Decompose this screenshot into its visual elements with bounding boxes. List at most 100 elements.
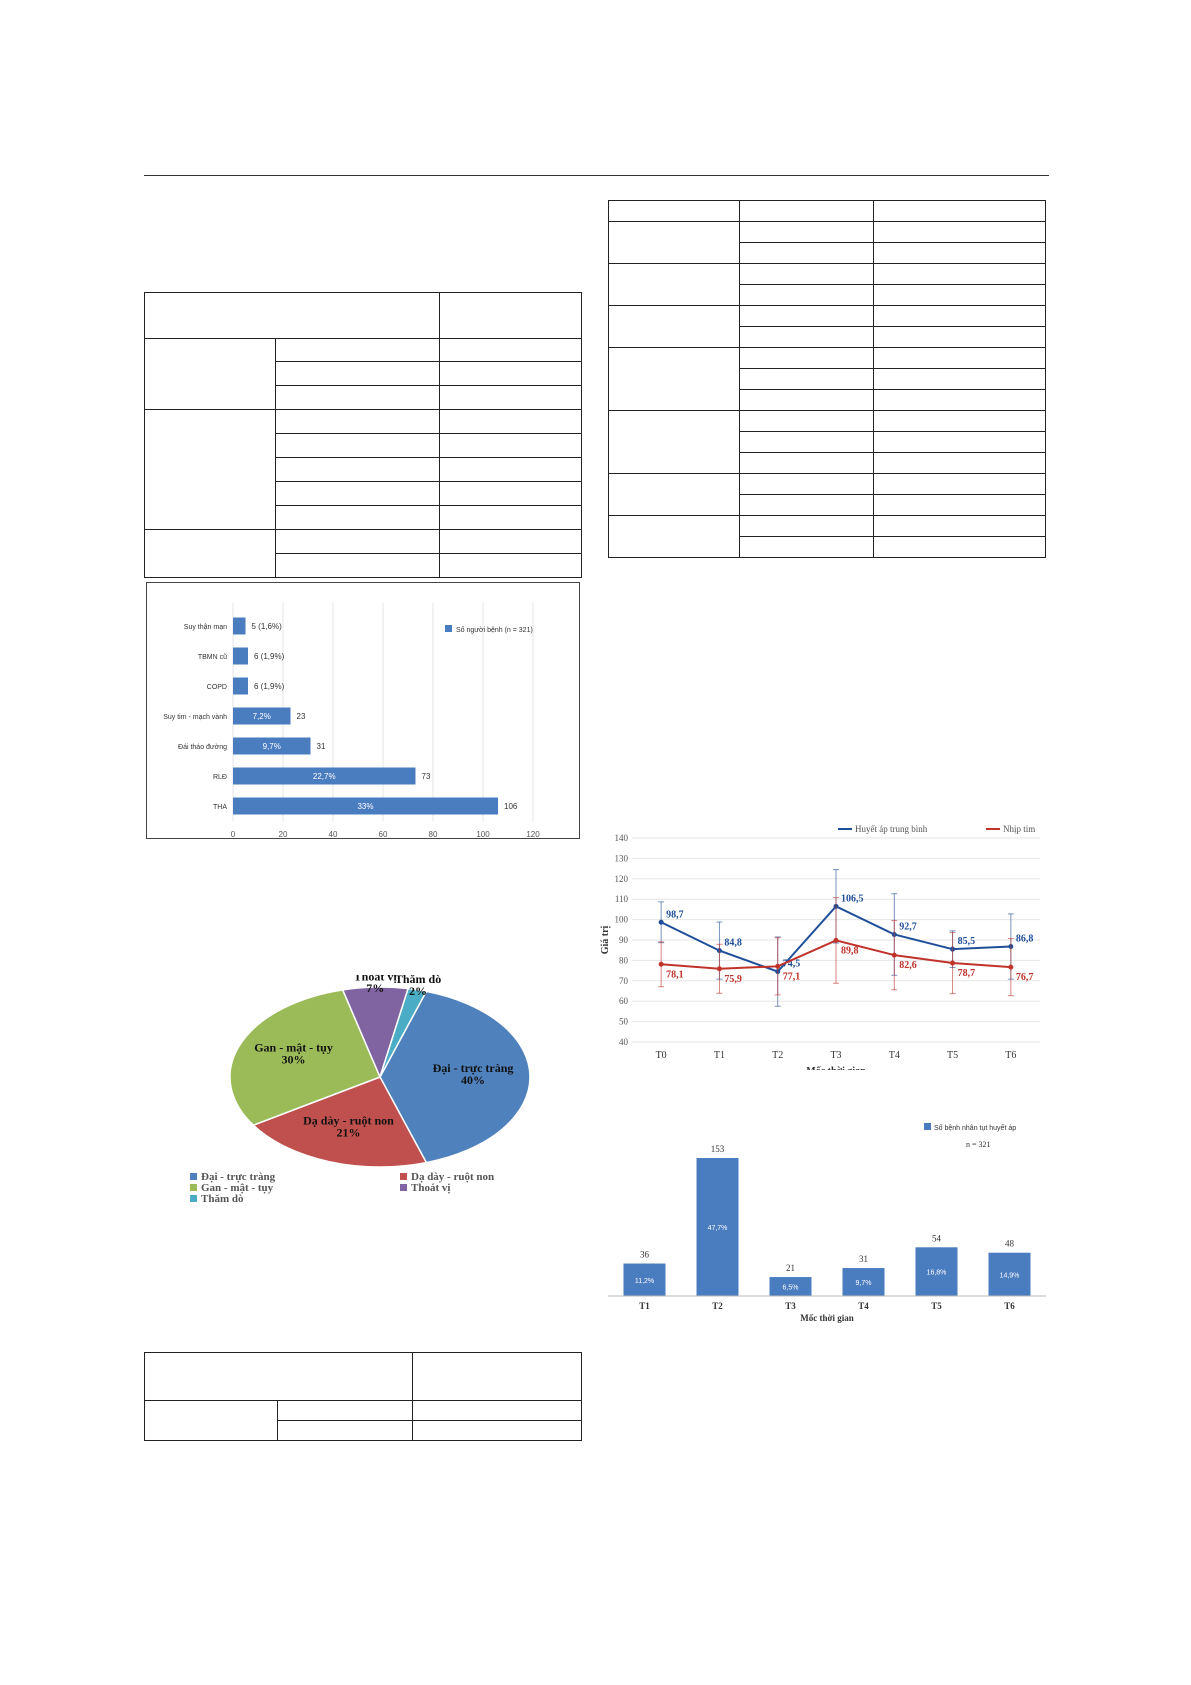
data-point bbox=[658, 919, 664, 925]
y-tick-label: 40 bbox=[619, 1037, 629, 1047]
category-label: T1 bbox=[639, 1301, 650, 1311]
legend-label: Số bệnh nhân tụt huyết áp bbox=[934, 1123, 1016, 1132]
data-point bbox=[658, 961, 664, 967]
category-label: T6 bbox=[1004, 1301, 1015, 1311]
legend-label: Số người bệnh (n = 321) bbox=[456, 625, 533, 634]
legend-label: Nhịp tim bbox=[1003, 824, 1035, 834]
legend-swatch bbox=[924, 1123, 931, 1130]
x-axis-title: Mốc thời gian bbox=[800, 1313, 853, 1323]
data-label: 98,7 bbox=[666, 909, 684, 920]
data-label: 86,8 bbox=[1016, 934, 1034, 945]
data-point bbox=[1008, 964, 1014, 970]
pie-legend-label: Đại - trực tràng bbox=[201, 1171, 276, 1183]
category-label: COPD bbox=[207, 684, 227, 691]
category-label: T4 bbox=[858, 1301, 869, 1311]
pie-slice-label: Thăm dò 2% bbox=[395, 975, 441, 998]
pie-slice-2 bbox=[229, 988, 381, 1127]
bar-0 bbox=[623, 1263, 666, 1296]
pie-legend-label: Gan - mật - tụy bbox=[201, 1182, 274, 1194]
bar-value-label: 48 bbox=[1005, 1239, 1015, 1249]
bar-0 bbox=[233, 617, 246, 635]
bar-pct-label: 33% bbox=[357, 802, 373, 811]
pie-slice-1 bbox=[251, 1076, 428, 1168]
category-label: T3 bbox=[785, 1301, 796, 1311]
bar-1 bbox=[696, 1158, 739, 1296]
bar-3 bbox=[842, 1268, 885, 1296]
bar-pct-label: 6,5% bbox=[783, 1285, 799, 1292]
bottom-left-table bbox=[144, 1352, 582, 1441]
data-label: 89,8 bbox=[841, 945, 859, 956]
bar-1 bbox=[233, 647, 248, 665]
y-tick-label: 110 bbox=[615, 894, 629, 904]
bar-value-label: 106 bbox=[504, 802, 518, 811]
bar-pct-label: 9,7% bbox=[856, 1280, 872, 1287]
y-tick-label: 140 bbox=[615, 833, 629, 843]
bar-pct-label: 7,2% bbox=[253, 712, 271, 721]
pie-legend-swatch bbox=[190, 1195, 197, 1202]
bar-value-label: 23 bbox=[297, 712, 306, 721]
category-label: Đái tháo đường bbox=[178, 744, 227, 751]
x-tick-label: 60 bbox=[379, 830, 388, 838]
bar-value-label: 36 bbox=[640, 1250, 650, 1260]
category-label: Suy tim - mạch vành bbox=[163, 714, 227, 721]
x-tick-label: T4 bbox=[889, 1050, 900, 1061]
x-tick-label: T0 bbox=[656, 1050, 667, 1061]
pie-legend-label: Thăm dò bbox=[201, 1193, 244, 1205]
bar-pct-label: 22,7% bbox=[313, 772, 336, 781]
category-label: T2 bbox=[712, 1301, 723, 1311]
data-label: 92,7 bbox=[899, 921, 917, 932]
bar-pct-label: 11,2% bbox=[635, 1278, 654, 1285]
bar-value-label: 73 bbox=[422, 772, 431, 781]
data-point bbox=[775, 963, 781, 969]
data-point bbox=[833, 937, 839, 943]
bar-5 bbox=[988, 1252, 1031, 1296]
bar-4 bbox=[233, 737, 311, 755]
category-label: RLĐ bbox=[213, 774, 227, 781]
legend-label: Huyết áp trung bình bbox=[855, 824, 928, 834]
data-label: 75,9 bbox=[724, 974, 742, 985]
x-tick-label: T3 bbox=[830, 1050, 841, 1061]
pie-slice-label: Đại - trực tràng 40% bbox=[433, 1061, 514, 1087]
y-tick-label: 90 bbox=[619, 935, 629, 945]
y-tick-label: 70 bbox=[619, 976, 629, 986]
bar-value-label: 6 (1,9%) bbox=[254, 682, 285, 691]
pie-slice-label: Dạ dày - ruột non 21% bbox=[303, 1114, 394, 1140]
x-tick-label: 40 bbox=[329, 830, 338, 838]
x-tick-label: 100 bbox=[476, 830, 490, 838]
bar-5 bbox=[233, 767, 416, 785]
vitals-line-chart: 40 50 60 70 80 90 100 110 120 130 140 T0 T1 T2 T3 T4 T5 T… bbox=[600, 824, 1040, 1070]
data-label: 82,6 bbox=[899, 960, 917, 971]
bar-3 bbox=[233, 707, 291, 725]
y-tick-label: 130 bbox=[615, 853, 629, 863]
data-point bbox=[891, 952, 897, 958]
pie-legend-label: Dạ dày - ruột non bbox=[411, 1171, 494, 1183]
category-label: THA bbox=[213, 804, 227, 811]
y-axis-title: Giá trị bbox=[600, 925, 611, 954]
bar-pct-label: 47,7% bbox=[708, 1225, 728, 1232]
y-tick-label: 80 bbox=[619, 955, 629, 965]
bar-value-label: 31 bbox=[317, 742, 326, 751]
pie-legend-swatch bbox=[400, 1184, 407, 1191]
y-tick-label: 50 bbox=[619, 1017, 629, 1027]
data-label: 84,8 bbox=[724, 938, 742, 949]
data-label: 74,5 bbox=[783, 959, 801, 970]
category-label: TBMN cũ bbox=[198, 654, 227, 661]
data-label: 76,7 bbox=[1016, 972, 1034, 983]
comorbidity-chart-panel: 0 20 40 60 80 100 120 Suy thận mạn 5 (1,6%) TBMN … bbox=[146, 582, 580, 839]
x-tick-label: 20 bbox=[279, 830, 288, 838]
bar-2 bbox=[769, 1277, 812, 1296]
y-tick-label: 100 bbox=[615, 915, 629, 925]
x-axis-title: Mốc thời gian bbox=[806, 1066, 866, 1070]
bar-pct-label: 9,7% bbox=[263, 742, 281, 751]
pie-slice-4 bbox=[379, 987, 428, 1078]
x-tick-label: 0 bbox=[231, 830, 236, 838]
x-tick-label: T5 bbox=[947, 1050, 958, 1061]
pie-legend-swatch bbox=[190, 1184, 197, 1191]
pie-legend-swatch bbox=[190, 1173, 197, 1180]
pie-slice-label: Gan - mật - tụy 30% bbox=[254, 1040, 333, 1066]
bar-pct-label: 14,9% bbox=[1000, 1272, 1020, 1279]
bar-value-label: 6 (1,9%) bbox=[254, 652, 285, 661]
pie-legend-swatch bbox=[400, 1173, 407, 1180]
header-rule bbox=[144, 175, 1049, 176]
right-table bbox=[608, 200, 1046, 558]
